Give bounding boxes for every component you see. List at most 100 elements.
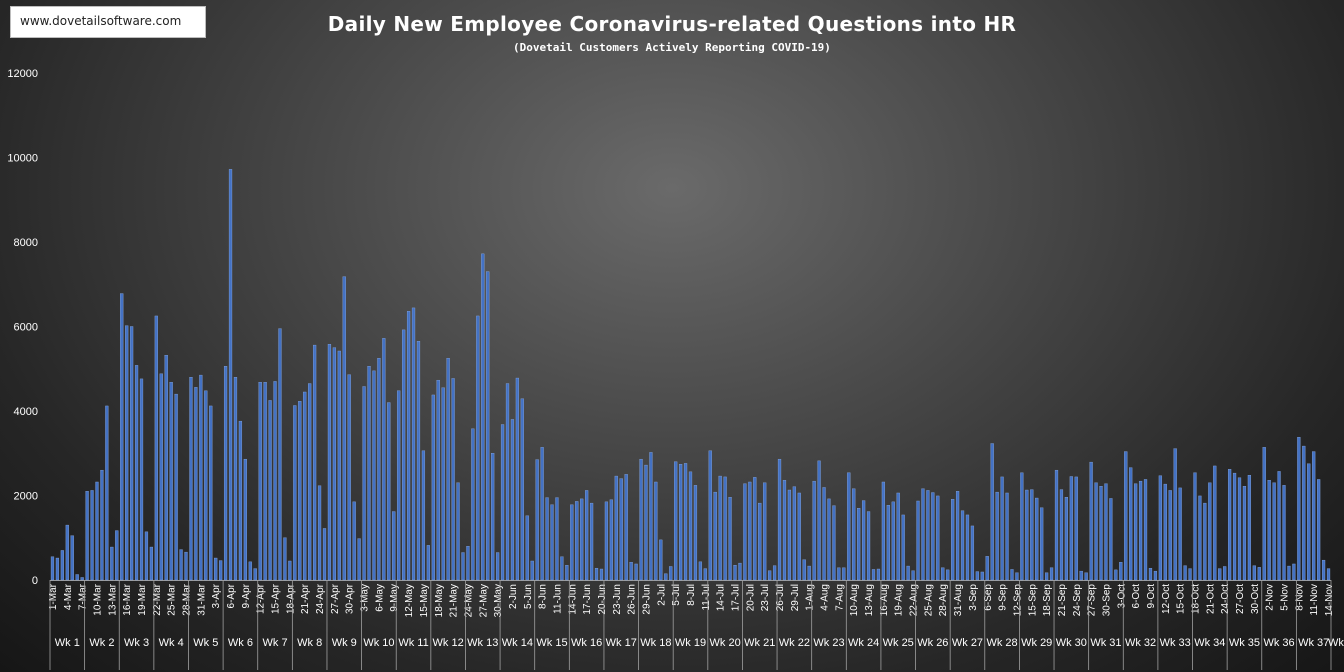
- week-label: Wk 9: [332, 637, 357, 649]
- x-date-label: 2-Jun: [508, 584, 519, 609]
- x-date-label: 24-May: [463, 584, 474, 617]
- data-bar: [990, 443, 994, 581]
- data-bar: [461, 552, 465, 581]
- data-bar: [975, 571, 979, 581]
- data-bar: [495, 552, 500, 581]
- week-label: Wk 6: [228, 637, 253, 649]
- data-bar: [248, 561, 252, 581]
- data-bar: [298, 401, 302, 581]
- data-bar: [857, 508, 861, 581]
- data-bar: [129, 326, 134, 581]
- data-bar: [120, 293, 124, 581]
- y-tick-label: 12000: [7, 68, 38, 80]
- data-bar: [718, 475, 722, 581]
- x-date-label: 30-Oct: [1250, 584, 1261, 614]
- data-bar: [1064, 497, 1069, 581]
- x-date-label: 12-Sep: [1012, 584, 1023, 617]
- data-bar: [782, 480, 787, 581]
- x-date-label: 16-Mar: [122, 583, 133, 615]
- data-bar: [392, 511, 396, 581]
- week-label: Wk 28: [986, 637, 1017, 649]
- data-bar: [1173, 448, 1177, 581]
- data-bar: [1020, 472, 1024, 581]
- week-label: Wk 37: [1298, 637, 1329, 649]
- data-bar: [125, 325, 129, 581]
- data-bar: [822, 487, 826, 581]
- data-bar: [1035, 497, 1039, 581]
- x-date-label: 29-Jun: [641, 584, 652, 615]
- data-bar: [866, 511, 871, 581]
- data-bar: [688, 471, 693, 581]
- data-bar: [634, 563, 638, 581]
- data-bar: [609, 499, 613, 581]
- week-label: Wk 26: [917, 637, 948, 649]
- week-label: Wk 23: [813, 637, 844, 649]
- data-bar: [1203, 502, 1207, 581]
- data-bar: [753, 477, 757, 581]
- data-bar: [426, 545, 430, 581]
- x-date-label: 11-Jun: [552, 584, 563, 614]
- week-label: Wk 24: [848, 637, 879, 649]
- data-bar: [951, 499, 955, 581]
- x-date-label: 1-Mar: [48, 583, 59, 610]
- data-bar: [1049, 567, 1054, 581]
- data-bar: [466, 546, 470, 581]
- data-bar: [906, 565, 910, 581]
- data-bar: [871, 569, 876, 581]
- data-bar: [723, 476, 727, 581]
- data-bar: [530, 560, 534, 581]
- x-date-label: 15-Oct: [1176, 584, 1187, 614]
- data-bar: [327, 344, 332, 581]
- data-bar: [159, 373, 163, 581]
- data-bar: [708, 450, 712, 581]
- data-bar: [382, 338, 386, 581]
- x-date-label: 27-Apr: [330, 583, 341, 614]
- data-bar: [817, 460, 821, 581]
- x-date-label: 21-Oct: [1205, 584, 1216, 614]
- data-bar: [273, 381, 277, 581]
- data-bar: [1025, 489, 1029, 581]
- data-bar: [1124, 451, 1128, 581]
- x-date-label: 13-Mar: [107, 583, 118, 615]
- data-bar: [491, 453, 495, 581]
- data-bar: [728, 497, 732, 581]
- data-bar: [594, 567, 599, 581]
- week-label: Wk 25: [883, 637, 914, 649]
- x-date-label: 12-Apr: [256, 583, 267, 614]
- data-bar: [678, 464, 683, 581]
- x-date-label: 24-Oct: [1220, 584, 1231, 614]
- data-bar: [1074, 476, 1078, 581]
- data-bar: [698, 561, 703, 581]
- data-bar: [347, 374, 351, 581]
- data-bar: [283, 537, 287, 581]
- week-label: Wk 33: [1160, 637, 1191, 649]
- week-label: Wk 13: [467, 637, 498, 649]
- data-bar: [402, 329, 406, 581]
- data-bar: [1242, 486, 1247, 581]
- data-bar: [293, 405, 297, 581]
- data-bar: [233, 377, 238, 581]
- data-bar: [100, 469, 104, 581]
- data-bar: [792, 486, 796, 581]
- data-bar: [1232, 472, 1237, 581]
- x-date-label: 9-Oct: [1146, 584, 1157, 609]
- data-bar: [525, 515, 529, 581]
- week-label: Wk 17: [606, 637, 637, 649]
- x-date-label: 2-Nov: [1265, 584, 1276, 611]
- data-bar: [901, 514, 905, 581]
- data-bar: [837, 567, 841, 581]
- data-bar: [921, 488, 925, 581]
- data-bar: [342, 276, 346, 581]
- data-bar: [1109, 498, 1113, 581]
- data-bar: [881, 481, 886, 581]
- data-bar: [1247, 475, 1252, 581]
- data-bar: [669, 566, 673, 581]
- data-bar: [476, 315, 480, 581]
- data-bar: [1321, 559, 1326, 581]
- x-date-label: 27-Sep: [1087, 584, 1098, 617]
- data-bar: [876, 568, 881, 581]
- data-bar: [758, 502, 762, 581]
- data-bar: [614, 475, 618, 581]
- data-bar: [703, 568, 707, 581]
- data-bar: [258, 382, 262, 581]
